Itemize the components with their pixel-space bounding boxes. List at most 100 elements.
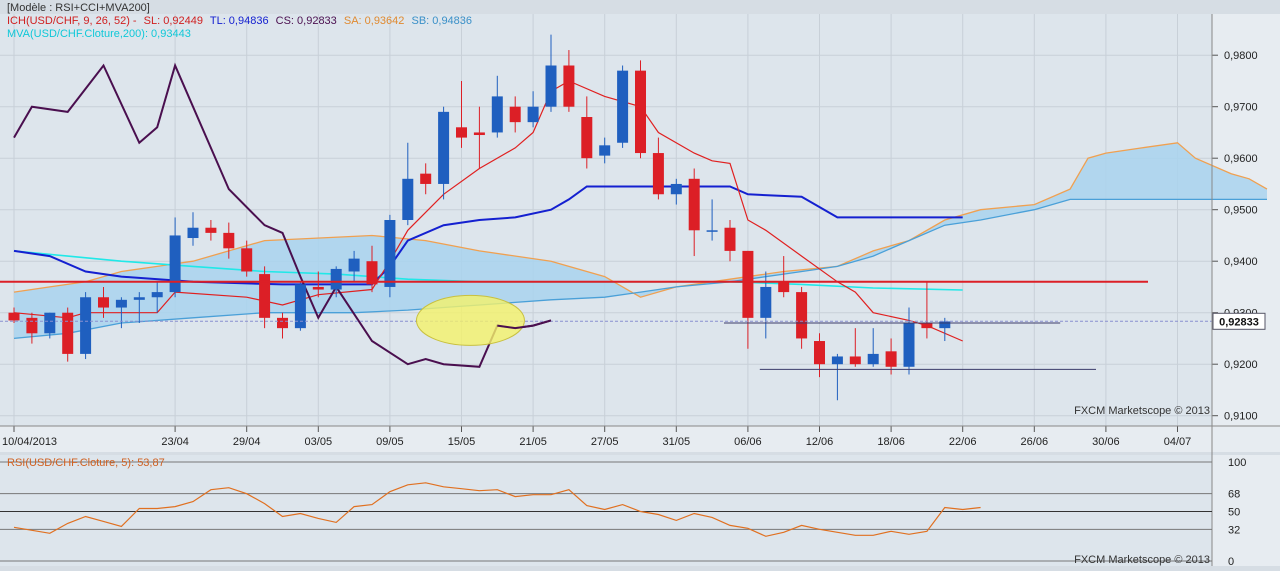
- candle-body: [635, 70, 646, 154]
- candle-body: [26, 317, 38, 334]
- ma200-line: [13, 250, 963, 291]
- date-tick-label: 27/05: [591, 436, 619, 448]
- candle-body: [778, 281, 790, 293]
- candle-body: [80, 297, 92, 354]
- current-price-badge: [1212, 312, 1266, 330]
- candle-body: [294, 284, 306, 329]
- rsi-tick-label: 50: [1228, 507, 1240, 519]
- candle-body: [670, 183, 682, 195]
- candle-body: [688, 178, 700, 231]
- rsi-indicator: 100 68 50 32 0: [0, 457, 1246, 568]
- ich-cs: CS: 0,92833: [275, 15, 337, 27]
- date-tick-label: 23/04: [161, 436, 189, 448]
- date-tick-label: 29/04: [233, 436, 261, 448]
- candle-body: [456, 127, 467, 138]
- watermark-rsi: FXCM Marketscope © 2013: [1074, 554, 1210, 566]
- ich-sb: SB: 0,94836: [411, 15, 473, 27]
- senkou-span-b-line: [13, 198, 1267, 340]
- model-label: [Modèle : RSI+CCI+MVA200]: [7, 2, 154, 14]
- watermark-main: FXCM Marketscope © 2013: [1074, 405, 1210, 417]
- candle-body: [420, 173, 432, 184]
- candle-body: [62, 312, 74, 354]
- candle-body: [652, 153, 664, 195]
- candle-body: [760, 286, 772, 318]
- axes: 0,98000,97000,96000,95000,94000,93000,92…: [0, 14, 1280, 566]
- date-tick-label: 03/05: [305, 436, 333, 448]
- rsi-header: RSI(USD/CHF.Cloture, 5): 53,87: [7, 457, 169, 469]
- candle-body: [867, 353, 879, 365]
- candle-body: [527, 106, 539, 123]
- ich-name: ICH(USD/CHF, 9, 26, 52) -: [7, 15, 137, 27]
- candle-body: [330, 268, 342, 290]
- candle-body: [885, 351, 897, 367]
- candle-body: [581, 117, 593, 159]
- price-tick-label: 0,9400: [1224, 256, 1258, 268]
- candle-body: [903, 323, 915, 367]
- candle-body: [939, 321, 951, 329]
- candle-body: [796, 292, 808, 339]
- chikou-span-tail: [497, 319, 552, 330]
- candle-body: [402, 178, 414, 220]
- candle-body: [312, 286, 324, 290]
- candle-body: [223, 232, 235, 249]
- price-tick-label: 0,9800: [1224, 50, 1258, 62]
- cloud-fill: [14, 142, 1267, 339]
- price-scale-background: [1212, 14, 1280, 426]
- candle-body: [563, 65, 575, 107]
- rsi-tick-label: 0: [1228, 556, 1234, 566]
- candle-body: [724, 227, 736, 251]
- candle-body: [509, 106, 521, 123]
- candle-body: [151, 292, 163, 298]
- date-tick-label: 15/05: [448, 436, 476, 448]
- candle-body: [98, 297, 109, 308]
- model-name: [Modèle : RSI+CCI+MVA200]: [7, 2, 150, 14]
- candle-body: [187, 227, 199, 239]
- candle-body: [348, 258, 360, 272]
- candle-body: [115, 299, 127, 308]
- main-panel-background: [0, 14, 1212, 426]
- candle-body: [366, 261, 378, 285]
- candle-body: [921, 323, 933, 329]
- price-tick-label: 0,9500: [1224, 205, 1258, 217]
- mva-header: MVA(USD/CHF.Cloture,200): 0,93443: [7, 28, 195, 40]
- date-tick-label: 22/06: [949, 436, 977, 448]
- candle-body: [599, 145, 611, 156]
- candle-body: [617, 70, 629, 143]
- ichimoku-cloud: [13, 142, 1268, 340]
- mva-label: MVA(USD/CHF.Cloture,200): 0,93443: [7, 28, 191, 40]
- indicator-lines: [13, 62, 963, 368]
- rsi-label: RSI(USD/CHF.Cloture, 5): 53,87: [7, 457, 165, 469]
- tenkan-sen-line: [13, 80, 963, 342]
- candle-body: [44, 312, 56, 334]
- price-tick-label: 0,9200: [1224, 359, 1258, 371]
- candle-body: [831, 356, 843, 365]
- candle-body: [169, 235, 181, 293]
- rsi-tick-label: 100: [1228, 457, 1246, 469]
- ichimoku-header: ICH(USD/CHF, 9, 26, 52) - SL: 0,92449 TL…: [7, 15, 476, 27]
- kijun-sen-line: [13, 185, 963, 286]
- candle-body: [205, 227, 217, 233]
- candle-body: [849, 356, 861, 365]
- price-tick-label: 0,9700: [1224, 102, 1258, 114]
- candle-body: [133, 297, 145, 300]
- candle-body: [473, 132, 485, 136]
- candle-body: [545, 65, 557, 107]
- senkou-span-a-line: [13, 142, 1268, 298]
- candlesticks: [8, 34, 951, 401]
- overlays: [0, 280, 1212, 370]
- candle-body: [706, 230, 718, 232]
- candle-body: [742, 250, 754, 318]
- ich-tl: TL: 0,94836: [209, 15, 269, 27]
- date-tick-label: 09/05: [376, 436, 404, 448]
- date-axis-background: [0, 426, 1280, 452]
- date-tick-label: 21/05: [519, 436, 547, 448]
- candle-body: [241, 248, 253, 272]
- candle-body: [277, 317, 288, 329]
- candle-body: [438, 111, 450, 184]
- rsi-scale-background: [1212, 455, 1280, 566]
- price-tick-label: 0,9100: [1224, 411, 1258, 423]
- ich-sa: SA: 0,93642: [343, 15, 405, 27]
- rsi-line: [13, 482, 981, 537]
